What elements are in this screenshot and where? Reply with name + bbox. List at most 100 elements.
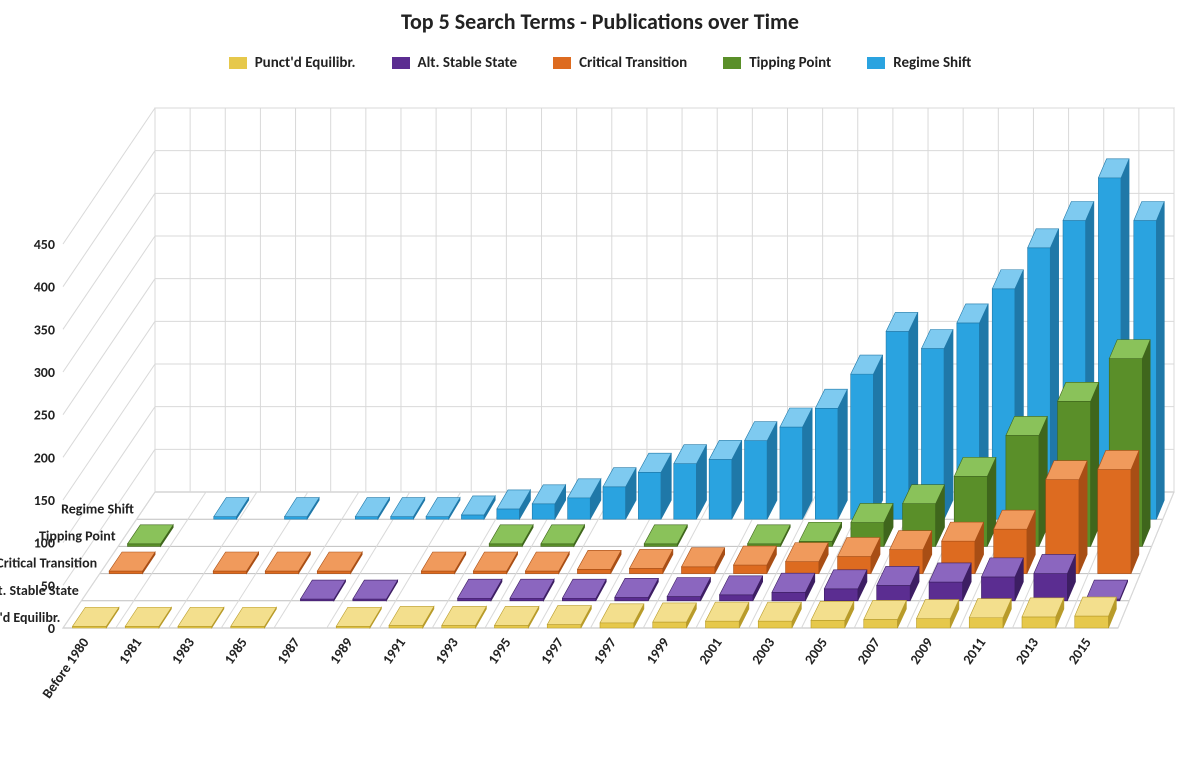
bar-front [877, 585, 911, 600]
bar-front [734, 565, 767, 574]
bar-front [600, 623, 634, 628]
bar-front [644, 544, 677, 547]
series-row-label-punct: Punct'd Equilibr. [0, 609, 60, 626]
bar-front [864, 619, 898, 628]
bar-front [638, 472, 661, 519]
series-row-label-alt: Alt. Stable State [0, 582, 79, 599]
ytick-label-300: 300 [34, 364, 55, 381]
bar-front [709, 459, 732, 519]
xtick-label-2: 1983 [168, 635, 198, 668]
bar-front [473, 571, 506, 574]
bar-side [873, 355, 882, 519]
bar-front [214, 517, 237, 520]
ytick-label-400: 400 [34, 279, 55, 296]
bar-front [497, 509, 520, 519]
bar-front [317, 571, 350, 574]
bar-front [780, 427, 803, 519]
bar-front [824, 589, 858, 601]
ytick-label-250: 250 [34, 407, 55, 424]
xtick-label-4: 1987 [273, 635, 303, 668]
bar-front [916, 619, 950, 628]
bar-front [745, 441, 768, 520]
bar-front [615, 597, 649, 600]
bar-front [265, 571, 298, 574]
bar-front [1034, 573, 1068, 600]
series-row-label-crit: Critical Transition [0, 555, 97, 572]
ytick-label-350: 350 [34, 321, 55, 338]
bar-front [720, 595, 754, 601]
bar-front [494, 625, 528, 628]
bar-front [653, 622, 687, 628]
bar-front [109, 571, 142, 574]
series-row-label-regime: Regime Shift [61, 500, 134, 517]
xtick-label-13: 2003 [748, 635, 778, 668]
xtick-label-15: 2007 [854, 635, 884, 668]
bar-front [213, 571, 246, 574]
xtick-label-18: 2013 [1012, 635, 1042, 668]
xtick-label-7: 1993 [432, 635, 462, 668]
bar-front [389, 625, 423, 628]
bar-front [1098, 469, 1131, 573]
bar-front [489, 544, 522, 547]
bar-front [629, 568, 662, 573]
bar-front [355, 517, 378, 520]
xtick-label-6: 1991 [379, 635, 409, 668]
bar-front [421, 571, 454, 574]
bar-front [547, 625, 581, 628]
xtick-label-14: 2005 [801, 635, 831, 668]
bar-side [1156, 201, 1164, 519]
bar-front [981, 577, 1015, 601]
bar-front [568, 498, 591, 519]
ytick-label-450: 450 [34, 236, 55, 253]
xtick-label-1: 1981 [115, 635, 145, 668]
bar-front [969, 618, 1003, 628]
bar-side [944, 329, 953, 519]
xtick-label-9: 1997 [537, 635, 567, 668]
xtick-label-5: 1989 [326, 635, 356, 668]
xtick-label-17: 2011 [959, 635, 989, 668]
bar-side [1131, 450, 1139, 573]
bar-front [786, 562, 819, 574]
bar-front [510, 598, 544, 601]
xtick-label-3: 1985 [221, 635, 251, 668]
chart-svg: 050100150200250300350400450Punct'd Equil… [0, 0, 1200, 769]
bar-front [705, 621, 739, 628]
ytick-label-150: 150 [34, 492, 55, 509]
bar-front [458, 598, 492, 601]
xtick-label-11: 1999 [643, 635, 673, 668]
bar-front [811, 620, 845, 628]
bar-front [603, 487, 626, 519]
xtick-label-19: 2015 [1065, 635, 1095, 668]
bar-front [681, 567, 714, 574]
bar-front [128, 544, 161, 547]
bar-front [442, 625, 476, 628]
bar-side [838, 389, 847, 519]
xtick-label-12: 2001 [695, 635, 725, 668]
bar-front [426, 517, 449, 520]
xtick-label-16: 2009 [906, 635, 936, 668]
bar-front [758, 621, 792, 628]
xtick-label-10: 1997 [590, 635, 620, 668]
bar-front [285, 517, 308, 520]
bar-front [1075, 616, 1109, 628]
bar-front [577, 569, 610, 573]
bar-side [1142, 340, 1150, 547]
bar-front [461, 515, 484, 519]
bar-front [391, 517, 414, 520]
bar-front [674, 464, 697, 519]
ytick-label-200: 200 [34, 449, 55, 466]
bar-front [1022, 617, 1056, 628]
xtick-label-8: 1995 [484, 635, 514, 668]
bar-front [667, 597, 701, 601]
xtick-label-0: Before 1980 [39, 635, 93, 702]
bar-front [772, 592, 806, 601]
bar-front [851, 374, 874, 519]
series-row-label-tip: Tipping Point [39, 528, 116, 545]
bar-front [815, 408, 838, 519]
bar-front [886, 331, 909, 519]
chart-container: Top 5 Search Terms - Publications over T… [0, 0, 1200, 769]
bar-front [532, 504, 555, 519]
bar-front [562, 598, 596, 601]
bar-front [541, 544, 574, 547]
bar-front [929, 582, 963, 601]
